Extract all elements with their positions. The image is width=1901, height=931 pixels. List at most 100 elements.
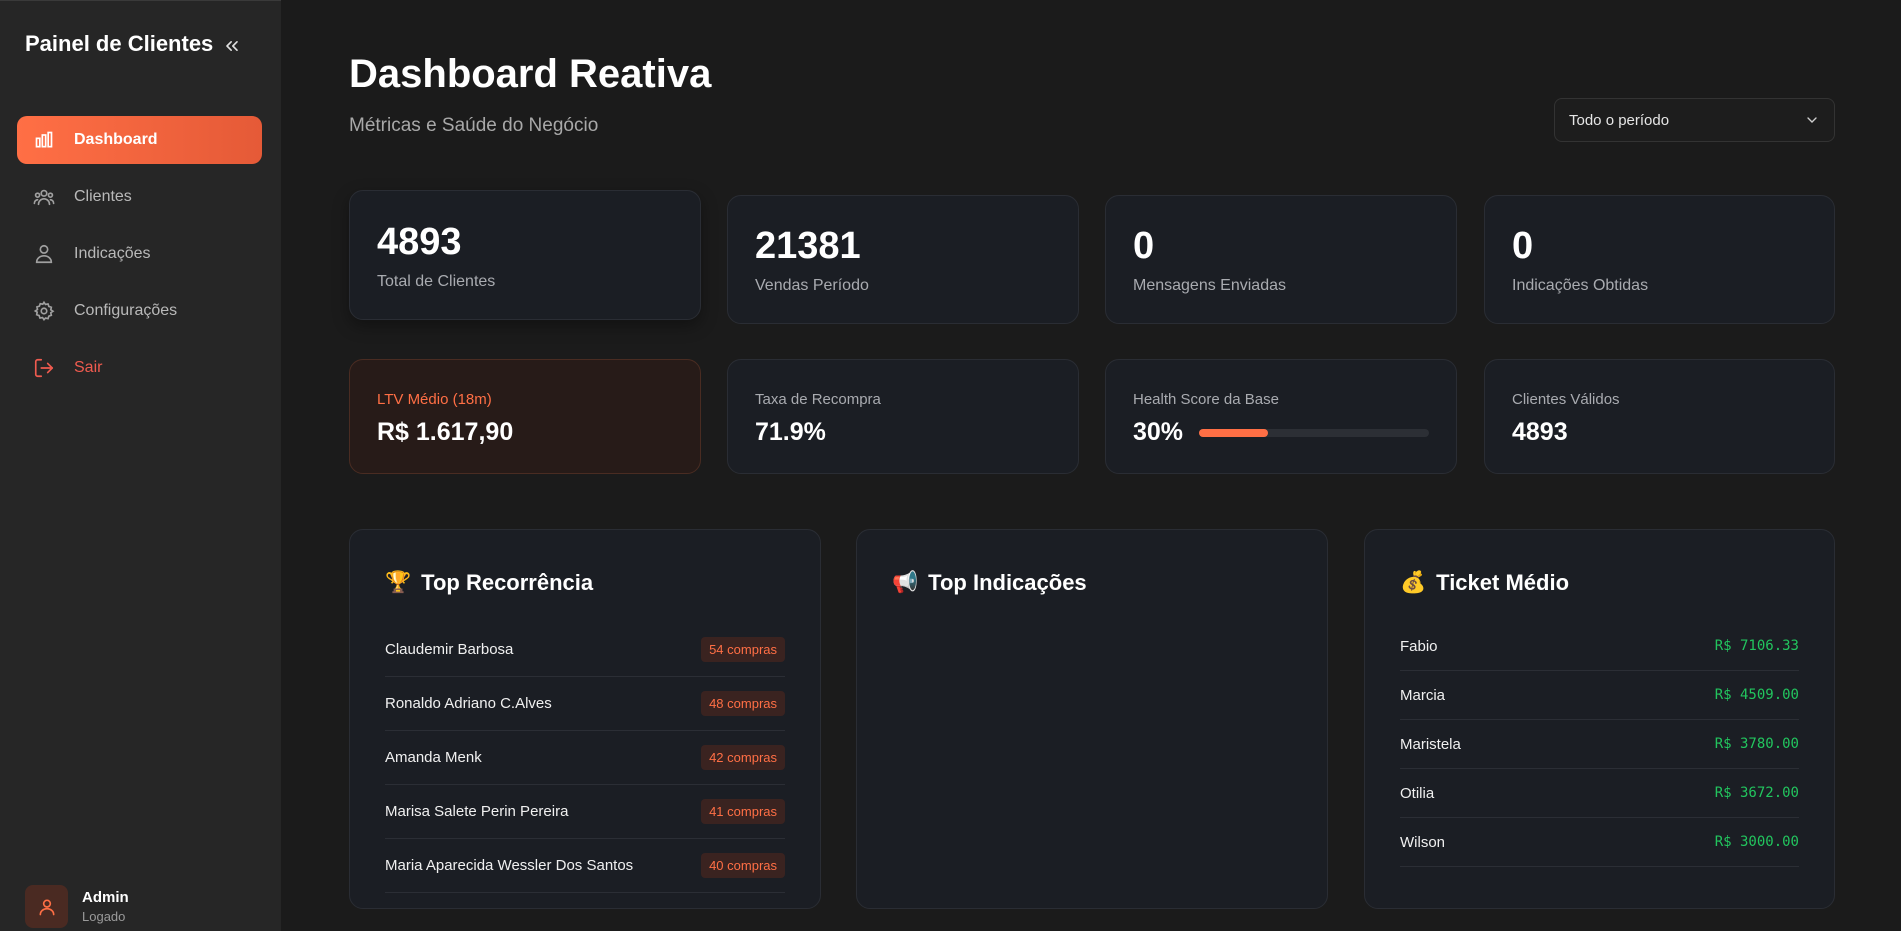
stat-card-mensagens-enviadas: 0 Mensagens Enviadas: [1105, 195, 1457, 324]
stat-label: Total de Clientes: [377, 273, 496, 290]
avatar: [25, 885, 68, 928]
user-name: Admin: [82, 889, 129, 906]
page-title: Dashboard Reativa: [349, 52, 712, 96]
purchase-count-badge: 48 compras: [701, 691, 785, 716]
logout-icon: [33, 357, 55, 379]
panel-ticket-medio: 💰 Ticket Médio Fabio R$ 7106.33 Marcia R…: [1364, 529, 1835, 909]
metric-label: LTV Médio (18m): [377, 391, 492, 408]
metric-card-ltv: LTV Médio (18m) R$ 1.617,90: [349, 359, 701, 474]
stat-label: Vendas Período: [755, 277, 869, 294]
list-item[interactable]: Maria Aparecida Wessler Dos Santos 40 co…: [385, 839, 785, 893]
metric-value: 71.9%: [755, 418, 826, 446]
list-item[interactable]: Otilia R$ 3672.00: [1400, 769, 1799, 818]
panel-title-text: Top Recorrência: [421, 570, 594, 595]
panel-top-indicacoes: 📢 Top Indicações: [856, 529, 1328, 909]
metric-value: 30%: [1133, 418, 1184, 446]
money-bag-icon: 💰: [1400, 571, 1427, 594]
metric-label: Health Score da Base: [1133, 391, 1279, 408]
panel-title: 🏆 Top Recorrência: [385, 570, 593, 596]
list-item[interactable]: Amanda Menk 42 compras: [385, 731, 785, 785]
gear-icon: [33, 300, 55, 322]
chevron-down-icon: [1807, 117, 1817, 123]
user-icon: [39, 899, 55, 915]
panel-title-text: Ticket Médio: [1436, 570, 1570, 595]
client-name: Fabio: [1400, 637, 1438, 655]
list-item[interactable]: Maristela R$ 3780.00: [1400, 720, 1799, 769]
list-item[interactable]: Wilson R$ 3000.00: [1400, 818, 1799, 867]
sidebar-item-label: Configurações: [74, 302, 178, 319]
list-item[interactable]: Fabio R$ 7106.33: [1400, 622, 1799, 671]
panel-title: 💰 Ticket Médio: [1400, 570, 1569, 596]
chevrons-left-icon: [226, 41, 238, 52]
health-score-bar: [1199, 429, 1429, 437]
metric-card-recompra: Taxa de Recompra 71.9%: [727, 359, 1079, 474]
client-name: Ronaldo Adriano C.Alves: [385, 695, 552, 712]
period-select-value: Todo o período: [1569, 111, 1670, 129]
list-item[interactable]: Marisa Salete Perin Pereira 41 compras: [385, 785, 785, 839]
sidebar-item-indicacoes[interactable]: Indicações: [17, 230, 262, 278]
collapse-sidebar-button[interactable]: [220, 34, 244, 58]
megaphone-icon: 📢: [892, 571, 919, 594]
list-item[interactable]: Ronaldo Adriano C.Alves 48 compras: [385, 677, 785, 731]
panel-title-text: Top Indicações: [928, 570, 1087, 595]
user-profile[interactable]: Admin Logado: [25, 885, 129, 928]
user-status: Logado: [82, 909, 126, 924]
sidebar-item-label: Dashboard: [74, 131, 158, 148]
metric-card-health-score: Health Score da Base 30%: [1105, 359, 1457, 474]
purchase-count-badge: 41 compras: [701, 799, 785, 824]
stat-value: 4893: [377, 221, 462, 263]
ticket-value: R$ 3000.00: [1714, 834, 1799, 850]
brand-title: Painel de Clientes: [25, 31, 214, 56]
sidebar-nav: Dashboard Clientes Indicações Configuraç…: [17, 116, 262, 401]
stat-card-total-clientes: 4893 Total de Clientes: [349, 190, 701, 320]
purchase-count-badge: 54 compras: [701, 637, 785, 662]
client-name: Maristela: [1400, 735, 1461, 753]
purchase-count-badge: 40 compras: [701, 853, 785, 878]
ticket-value: R$ 7106.33: [1714, 638, 1799, 654]
sidebar-item-clientes[interactable]: Clientes: [17, 173, 262, 221]
page-subtitle: Métricas e Saúde do Negócio: [349, 115, 599, 136]
sidebar-item-configuracoes[interactable]: Configurações: [17, 287, 262, 335]
client-name: Otilia: [1400, 784, 1435, 802]
panel-title: 📢 Top Indicações: [892, 570, 1087, 596]
sidebar-item-label: Clientes: [74, 188, 132, 205]
ticket-value: R$ 3672.00: [1714, 785, 1799, 801]
sidebar-item-label: Sair: [74, 359, 103, 376]
stat-label: Indicações Obtidas: [1512, 277, 1649, 294]
metric-label: Taxa de Recompra: [755, 391, 881, 408]
sidebar: Painel de Clientes Dashboard Clientes In…: [0, 0, 281, 931]
users-icon: [33, 186, 55, 208]
sidebar-item-sair[interactable]: Sair: [17, 344, 262, 392]
client-name: Claudemir Barbosa: [385, 641, 514, 658]
sidebar-item-dashboard[interactable]: Dashboard: [17, 116, 262, 164]
ticket-list: Fabio R$ 7106.33 Marcia R$ 4509.00 Maris…: [1400, 622, 1799, 867]
ticket-value: R$ 3780.00: [1714, 736, 1799, 752]
stat-value: 0: [1512, 225, 1534, 267]
client-name: Marcia: [1400, 686, 1446, 704]
user-group-icon: [33, 243, 55, 265]
metric-label: Clientes Válidos: [1512, 391, 1620, 408]
health-score-fill: [1199, 429, 1268, 437]
client-name: Maria Aparecida Wessler Dos Santos: [385, 857, 634, 874]
client-name: Marisa Salete Perin Pereira: [385, 803, 569, 820]
purchase-count-badge: 42 compras: [701, 745, 785, 770]
ticket-value: R$ 4509.00: [1714, 687, 1799, 703]
metric-card-clientes-validos: Clientes Válidos 4893: [1484, 359, 1835, 474]
metric-value: 4893: [1512, 418, 1568, 446]
stat-card-indicacoes-obtidas: 0 Indicações Obtidas: [1484, 195, 1835, 324]
brand: Painel de Clientes: [25, 31, 213, 57]
sidebar-item-label: Indicações: [74, 245, 151, 262]
client-name: Wilson: [1400, 833, 1446, 851]
stat-label: Mensagens Enviadas: [1133, 277, 1286, 294]
stat-value: 21381: [755, 225, 861, 267]
metric-value: R$ 1.617,90: [377, 418, 514, 446]
list-item[interactable]: Marcia R$ 4509.00: [1400, 671, 1799, 720]
trophy-icon: 🏆: [385, 571, 412, 594]
stat-card-vendas-periodo: 21381 Vendas Período: [727, 195, 1079, 324]
client-name: Amanda Menk: [385, 749, 482, 766]
list-item[interactable]: Claudemir Barbosa 54 compras: [385, 623, 785, 677]
panel-top-recorrencia: 🏆 Top Recorrência Claudemir Barbosa 54 c…: [349, 529, 821, 909]
period-select[interactable]: Todo o período: [1554, 98, 1835, 142]
stat-value: 0: [1133, 225, 1155, 267]
bar-chart-icon: [33, 129, 55, 151]
